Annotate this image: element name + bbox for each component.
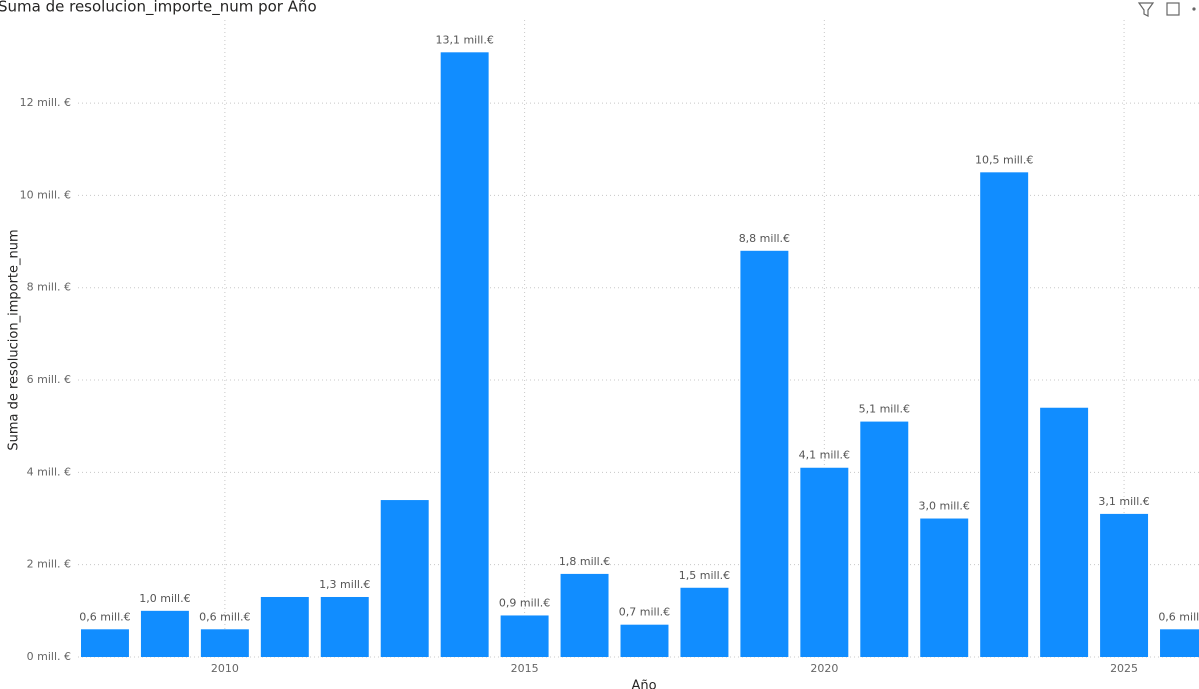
more-icon[interactable] [1192,7,1196,11]
bar [320,596,369,657]
bar [260,596,309,657]
data-label: 8,8 mill.€ [739,232,790,245]
data-label: 13,1 mill.€ [435,33,493,46]
data-label: 0,6 mill.€ [199,610,250,623]
data-label: 0,6 mill.€ [79,610,130,623]
bar [620,624,669,657]
y-tick-label: 4 mill. € [27,465,71,478]
bar [80,629,129,657]
bar [1100,513,1149,657]
bar [680,587,729,657]
bar [860,421,909,657]
data-label: 0,7 mill.€ [619,606,670,619]
data-label: 1,8 mill.€ [559,555,610,568]
x-tick-label: 2020 [810,662,838,675]
bar [920,518,969,657]
x-tick-label: 2015 [511,662,539,675]
data-label: 10,5 mill.€ [975,153,1033,166]
y-tick-label: 2 mill. € [27,558,71,571]
data-label: 0,9 mill.€ [499,596,550,609]
x-axis-label: Año [631,679,656,689]
data-label: 1,3 mill.€ [319,578,370,591]
data-label: 3,1 mill.€ [1098,495,1149,508]
data-label: 1,5 mill.€ [679,569,730,582]
y-tick-label: 0 mill. € [27,650,71,663]
data-label: 1,0 mill.€ [139,592,190,605]
bar [200,629,249,657]
y-tick-label: 12 mill. € [20,96,71,109]
bar [1040,407,1089,657]
focus-icon[interactable] [1166,2,1180,16]
bar [140,610,189,657]
bar [740,250,789,657]
data-label: 4,1 mill.€ [799,449,850,462]
bar [380,500,429,657]
chart-title: Suma de resolucion_importe_num por Año [0,0,317,17]
bar [560,573,609,657]
data-label: 3,0 mill.€ [919,500,970,513]
bar [500,615,549,657]
bar [1160,629,1199,657]
y-axis-label: Suma de resolucion_importe_num [7,229,22,450]
visual-header-icons[interactable] [1137,2,1196,17]
bar [800,467,849,657]
y-tick-label: 8 mill. € [27,281,71,294]
y-tick-label: 10 mill. € [20,188,71,201]
data-label: 0,6 mill.€ [1158,610,1199,623]
data-label: 5,1 mill.€ [859,403,910,416]
bar [440,52,489,658]
y-tick-label: 6 mill. € [27,373,71,386]
bar [980,172,1029,657]
filter-icon[interactable] [1137,2,1155,17]
x-tick-label: 2025 [1110,662,1138,675]
x-tick-label: 2010 [211,662,239,675]
